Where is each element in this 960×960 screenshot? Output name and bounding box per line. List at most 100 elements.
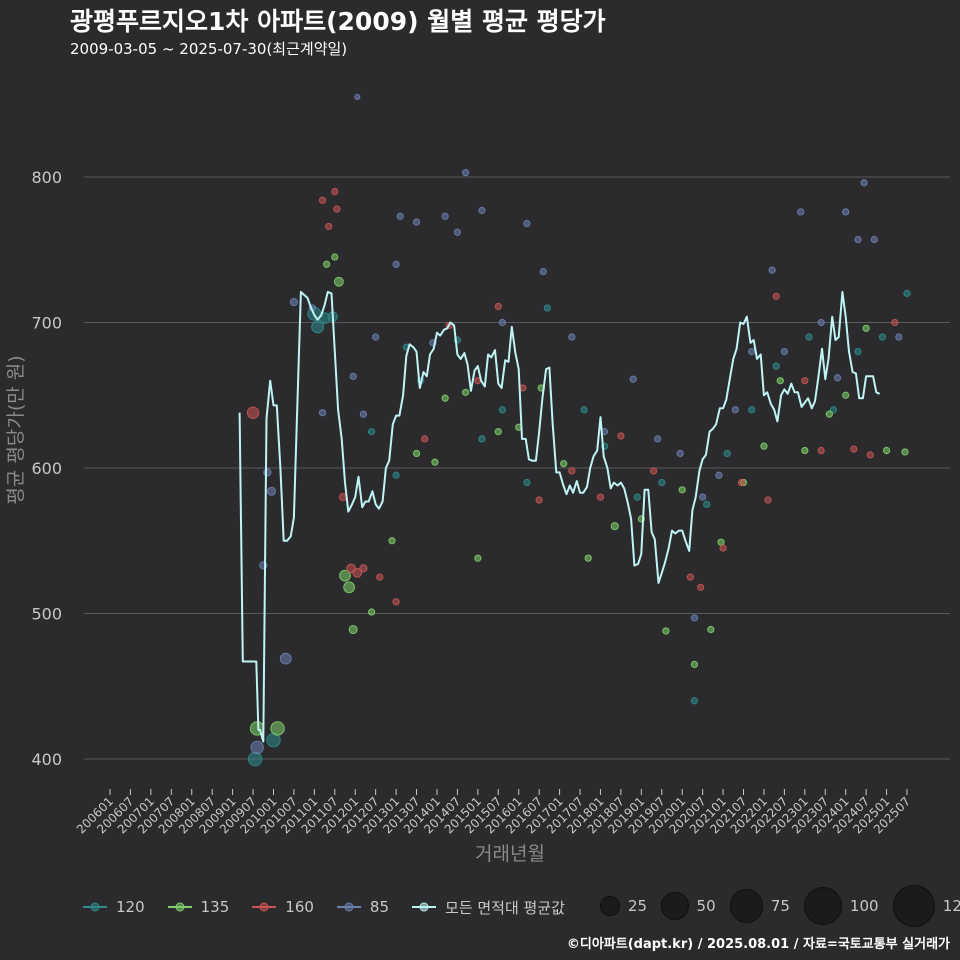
size-legend-label-25: 25 bbox=[628, 897, 648, 915]
point-160-9 bbox=[376, 573, 384, 581]
size-legend-dot-50 bbox=[661, 892, 689, 920]
point-85-18 bbox=[461, 169, 470, 177]
point-160-22 bbox=[696, 583, 705, 591]
size-legend-item-25: 25 bbox=[600, 896, 647, 916]
point-120-13 bbox=[523, 478, 531, 487]
point-135-33 bbox=[862, 324, 870, 332]
point-135-24 bbox=[690, 660, 699, 669]
point-85-25 bbox=[629, 375, 637, 383]
point-85-38 bbox=[842, 208, 850, 216]
point-120-14 bbox=[543, 304, 551, 312]
point-135-2 bbox=[323, 260, 331, 268]
point-120-24 bbox=[805, 333, 813, 341]
point-135-31 bbox=[825, 410, 833, 418]
legend-key-dot-85 bbox=[344, 902, 354, 912]
y-tick-label-500: 500 bbox=[31, 605, 62, 624]
point-135-5 bbox=[339, 569, 351, 582]
point-135-14 bbox=[474, 554, 482, 562]
legend-key-dot-135 bbox=[175, 902, 185, 912]
point-135-7 bbox=[348, 624, 358, 635]
point-135-35 bbox=[901, 448, 909, 456]
point-160-19 bbox=[617, 432, 625, 440]
point-135-26 bbox=[717, 538, 725, 546]
scatter-points bbox=[246, 93, 911, 767]
point-160-31 bbox=[891, 318, 899, 327]
point-85-17 bbox=[453, 228, 462, 236]
point-85-16 bbox=[441, 212, 449, 220]
legend-label-120: 120 bbox=[116, 898, 145, 916]
point-85-11 bbox=[372, 333, 380, 341]
point-135-29 bbox=[776, 377, 784, 385]
size-legend-item-75: 75 bbox=[729, 889, 790, 923]
point-85-5 bbox=[289, 298, 299, 307]
point-160-8 bbox=[359, 564, 368, 573]
point-120-15 bbox=[580, 406, 588, 414]
legend-key-85-icon bbox=[336, 902, 361, 912]
legend-label-85: 85 bbox=[369, 898, 390, 916]
average-line-group bbox=[238, 290, 881, 743]
legend-key-135-icon bbox=[167, 902, 192, 912]
point-120-28 bbox=[903, 289, 911, 298]
point-160-26 bbox=[772, 292, 780, 300]
point-120-21 bbox=[723, 449, 731, 458]
point-135-8 bbox=[367, 608, 376, 616]
point-160-4 bbox=[333, 205, 341, 213]
legend-key-160-icon bbox=[252, 902, 277, 912]
point-120-18 bbox=[658, 478, 666, 487]
point-135-20 bbox=[610, 522, 619, 531]
point-120-23 bbox=[772, 362, 780, 370]
point-160-29 bbox=[850, 445, 858, 453]
size-legend-label-125: 125 bbox=[942, 897, 960, 915]
point-85-41 bbox=[870, 235, 878, 244]
legend-key-dot-모든 면적대 평균값 bbox=[419, 902, 429, 912]
point-120-25 bbox=[829, 406, 838, 414]
y-tick-label-800: 800 bbox=[31, 168, 62, 187]
point-85-39 bbox=[854, 235, 862, 244]
point-120-17 bbox=[633, 493, 641, 501]
point-135-23 bbox=[678, 486, 686, 494]
point-135-22 bbox=[662, 627, 670, 635]
legend-key-dot-120 bbox=[90, 902, 100, 912]
point-85-12 bbox=[392, 260, 400, 268]
legend-item-135: 135 bbox=[167, 898, 229, 916]
legend-key-모든 면적대 평균값-icon bbox=[412, 902, 437, 912]
point-160-21 bbox=[686, 573, 694, 581]
point-85-30 bbox=[715, 471, 723, 479]
point-120-27 bbox=[878, 333, 887, 341]
average-line bbox=[238, 290, 881, 743]
point-160-24 bbox=[737, 478, 746, 487]
point-85-2 bbox=[263, 468, 272, 477]
point-85-29 bbox=[699, 493, 707, 501]
point-85-37 bbox=[833, 374, 842, 382]
legend-label-모든 면적대 평균값: 모든 면적대 평균값 bbox=[445, 898, 565, 917]
size-legend-item-50: 50 bbox=[661, 892, 716, 920]
point-160-0 bbox=[246, 406, 260, 419]
size-legend-dot-125 bbox=[892, 884, 935, 928]
chart-title: 광평푸르지오1차 아파트(2009) 월별 평균 평당가 bbox=[70, 7, 606, 36]
point-120-22 bbox=[748, 406, 756, 414]
point-85-19 bbox=[478, 206, 486, 215]
x-axis-label: 거래년월 bbox=[475, 843, 545, 865]
point-135-4 bbox=[333, 276, 344, 287]
point-120-12 bbox=[498, 406, 506, 414]
point-135-9 bbox=[388, 537, 396, 545]
size-legend-label-50: 50 bbox=[696, 896, 716, 915]
point-160-3 bbox=[331, 187, 339, 196]
point-135-10 bbox=[412, 449, 421, 458]
point-85-33 bbox=[768, 266, 776, 274]
point-120-7 bbox=[392, 471, 400, 479]
point-85-31 bbox=[731, 406, 739, 414]
legend-label-160: 160 bbox=[285, 898, 314, 916]
point-160-17 bbox=[568, 467, 576, 475]
point-85-4 bbox=[279, 652, 292, 665]
point-135-6 bbox=[343, 581, 356, 594]
point-135-18 bbox=[560, 460, 568, 468]
point-160-28 bbox=[817, 446, 825, 455]
point-120-11 bbox=[478, 435, 486, 443]
point-160-2 bbox=[325, 222, 333, 231]
point-120-3 bbox=[311, 320, 325, 334]
size-legend-dot-100 bbox=[803, 887, 842, 925]
point-120-26 bbox=[854, 347, 862, 356]
point-85-13 bbox=[396, 212, 404, 220]
